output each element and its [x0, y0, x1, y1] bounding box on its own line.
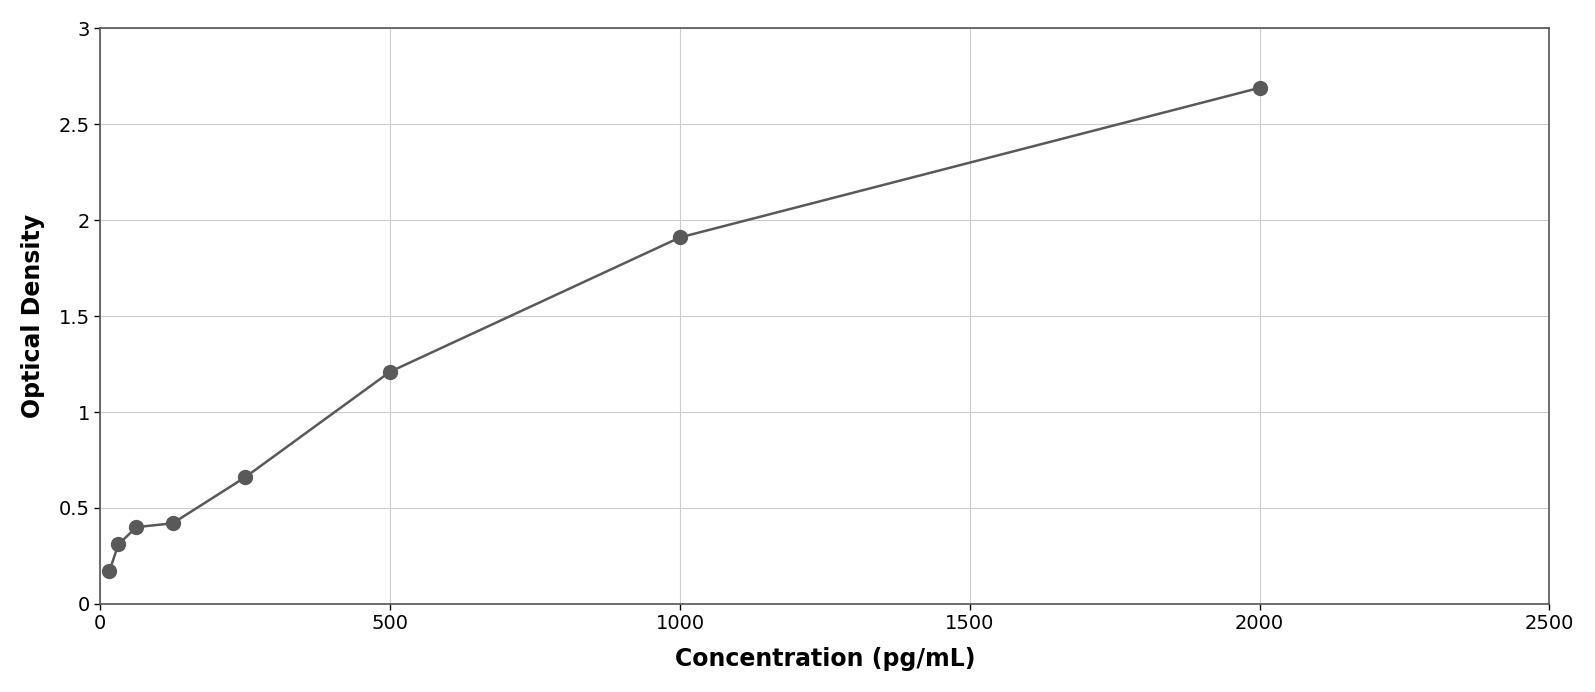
- Y-axis label: Optical Density: Optical Density: [21, 214, 45, 418]
- Point: [97, 566, 123, 577]
- Point: [160, 518, 185, 529]
- Point: [105, 539, 131, 550]
- Point: [1247, 82, 1273, 93]
- Point: [378, 366, 404, 377]
- Point: [233, 472, 258, 483]
- Point: [667, 232, 692, 243]
- Point: [124, 522, 150, 533]
- X-axis label: Concentration (pg/mL): Concentration (pg/mL): [675, 647, 975, 671]
